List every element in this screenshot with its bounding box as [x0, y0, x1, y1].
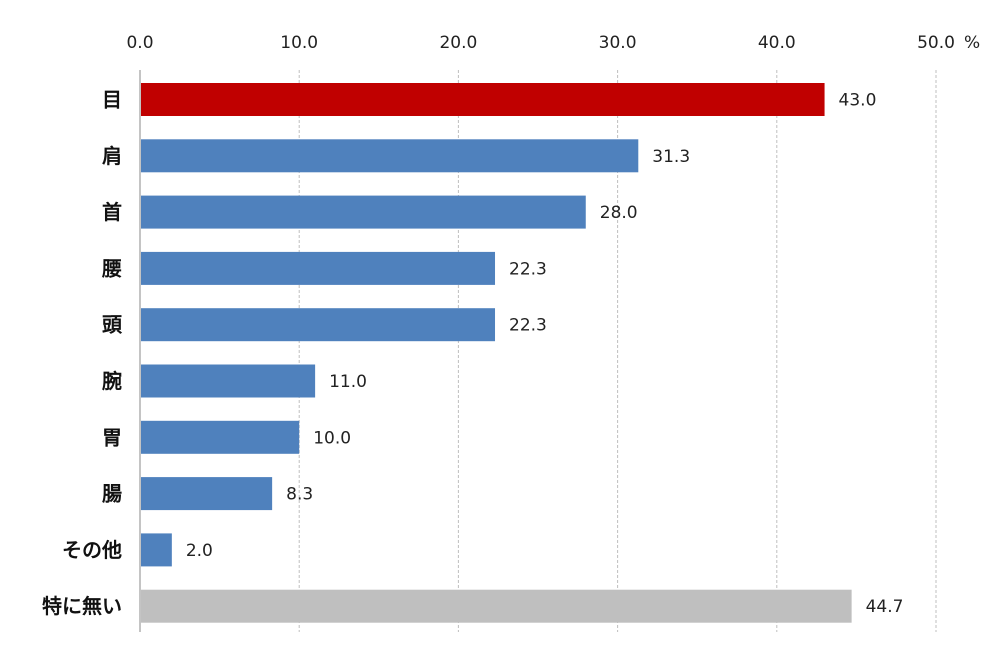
category-label: 目 — [102, 88, 122, 112]
bar — [141, 589, 852, 623]
data-labels: 43.0 31.3 28.0 22.3 22.3 11.0 10.0 8.3 2.0 44.7 — [186, 91, 904, 618]
bar — [141, 83, 825, 116]
x-tick-label: 30.0 — [599, 33, 637, 53]
data-label: 31.3 — [652, 147, 690, 167]
data-label: 2.0 — [186, 541, 213, 561]
data-label: 22.3 — [509, 316, 547, 336]
bar — [141, 251, 496, 285]
x-axis-ticks: 0.0 10.0 20.0 30.0 40.0 50.0 — [126, 33, 954, 53]
bar — [141, 139, 639, 173]
category-label: 肩 — [102, 144, 122, 168]
bar — [141, 420, 300, 454]
category-label: 腕 — [101, 369, 122, 393]
gridlines — [139, 70, 937, 632]
data-label: 28.0 — [600, 203, 638, 223]
x-tick-label: 20.0 — [439, 33, 477, 53]
data-label: 11.0 — [329, 372, 367, 392]
category-label: 腸 — [102, 482, 122, 506]
category-label: 腰 — [101, 256, 122, 280]
x-tick-label: 50.0 — [917, 33, 955, 53]
data-label: 22.3 — [509, 259, 547, 279]
bars — [141, 83, 852, 623]
category-label: 特に無い — [42, 594, 122, 618]
category-label: その他 — [62, 538, 122, 562]
x-tick-label: 40.0 — [758, 33, 796, 53]
bar — [141, 364, 316, 398]
category-label: 胃 — [102, 425, 122, 449]
x-tick-label: 10.0 — [280, 33, 318, 53]
x-tick-label: 0.0 — [126, 33, 153, 53]
data-label: 8.3 — [286, 485, 313, 505]
bar — [141, 477, 273, 511]
category-label: 首 — [102, 200, 122, 224]
category-label: 頭 — [102, 313, 123, 337]
data-label: 43.0 — [839, 91, 877, 111]
bar — [141, 533, 172, 567]
bar — [141, 308, 496, 342]
bar — [141, 195, 586, 229]
data-label: 10.0 — [313, 428, 351, 448]
x-axis-unit-label: % — [964, 33, 980, 53]
data-label: 44.7 — [866, 597, 904, 617]
